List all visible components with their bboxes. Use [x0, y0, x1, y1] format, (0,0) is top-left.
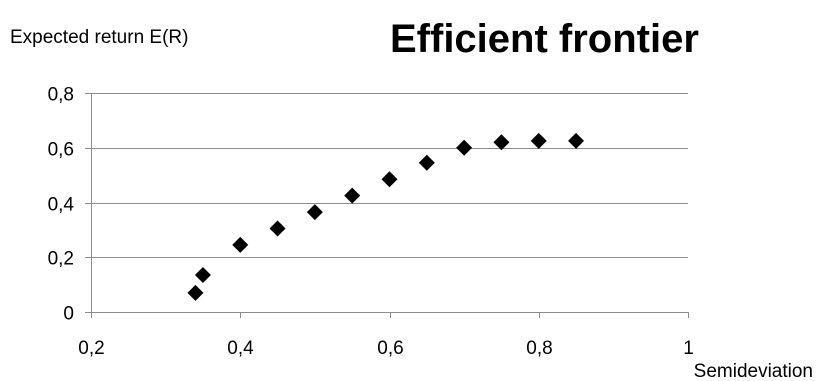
y-tick-label: 0,8	[48, 85, 74, 106]
data-point	[269, 220, 286, 237]
data-point	[194, 267, 211, 284]
x-tick-label: 0,2	[78, 338, 104, 359]
axes	[85, 93, 689, 318]
data-point	[187, 284, 204, 301]
data-point	[493, 134, 510, 151]
y-tick-label: 0	[63, 304, 74, 325]
y-tick-label: 0,2	[48, 249, 74, 270]
data-point	[344, 187, 361, 204]
x-axis-label: Semideviation	[694, 361, 813, 381]
data-point	[232, 236, 249, 253]
data-point	[381, 171, 398, 188]
grid-lines	[91, 93, 688, 258]
x-tick-label: 0,6	[377, 338, 403, 359]
data-point	[568, 132, 585, 149]
chart-title: Efficient frontier	[390, 17, 699, 61]
y-tick-label: 0,4	[48, 195, 75, 216]
data-point	[418, 154, 435, 171]
data-points	[187, 132, 585, 301]
y-tick-label: 0,6	[48, 140, 74, 161]
data-point	[306, 204, 323, 221]
data-point	[456, 139, 473, 156]
data-point	[530, 132, 547, 149]
tick-labels: 00,20,40,60,80,2 0,4 0,6 0,8 1	[48, 85, 694, 360]
x-tick-label: 0,4	[227, 338, 254, 359]
x-tick-label: 1	[683, 338, 694, 359]
x-tick-label: 0,8	[526, 338, 552, 359]
y-axis-label: Expected return E(R)	[10, 27, 188, 48]
